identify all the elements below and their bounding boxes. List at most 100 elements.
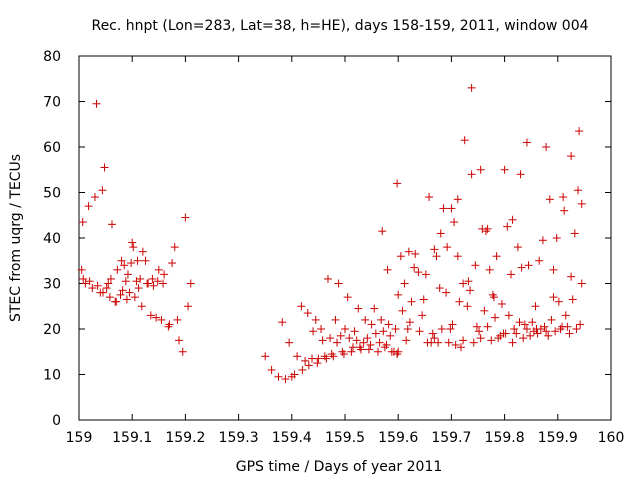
data-point xyxy=(442,288,451,297)
data-point xyxy=(453,195,462,204)
data-point xyxy=(487,336,496,345)
data-point xyxy=(404,247,413,256)
data-point xyxy=(152,313,161,322)
data-point xyxy=(313,359,322,368)
data-point xyxy=(538,236,547,245)
x-tick-label: 159.2 xyxy=(165,430,205,446)
data-point xyxy=(117,256,126,265)
data-point xyxy=(576,320,585,329)
data-point xyxy=(366,340,375,349)
y-tick-label: 70 xyxy=(43,95,61,111)
data-point xyxy=(535,256,544,265)
data-point xyxy=(383,265,392,274)
data-point xyxy=(403,325,412,333)
data-point xyxy=(467,170,476,179)
data-point xyxy=(544,331,553,340)
data-point xyxy=(120,261,129,270)
data-point xyxy=(500,165,509,174)
data-point xyxy=(561,311,570,320)
data-point xyxy=(522,138,531,147)
data-point xyxy=(318,336,327,345)
data-point xyxy=(459,279,468,288)
data-point xyxy=(567,152,576,161)
data-point xyxy=(371,329,380,338)
data-point xyxy=(472,322,481,331)
data-point xyxy=(311,315,320,324)
data-point xyxy=(378,227,387,236)
y-tick-label: 60 xyxy=(43,140,61,156)
data-point xyxy=(141,256,150,265)
data-point xyxy=(77,265,86,274)
data-point xyxy=(575,127,584,136)
data-point xyxy=(267,365,276,374)
data-point xyxy=(464,277,473,286)
data-point xyxy=(350,327,359,336)
data-point xyxy=(547,315,556,324)
data-point xyxy=(425,193,434,202)
data-point xyxy=(274,372,283,381)
data-point xyxy=(577,279,586,288)
data-point xyxy=(450,218,459,227)
data-point xyxy=(398,306,407,315)
data-point xyxy=(281,375,290,384)
data-point xyxy=(421,270,430,279)
data-point xyxy=(370,304,379,313)
data-point xyxy=(354,304,363,313)
data-point xyxy=(483,224,492,233)
data-point xyxy=(359,338,368,347)
data-point xyxy=(329,352,338,361)
data-point xyxy=(489,293,498,302)
data-point xyxy=(456,343,465,352)
data-point xyxy=(430,245,439,254)
x-axis-label: GPS time / Days of year 2011 xyxy=(236,459,443,475)
x-tick-label: 160 xyxy=(598,430,625,446)
data-point xyxy=(436,229,445,238)
data-point xyxy=(405,318,414,327)
data-point xyxy=(78,218,87,227)
data-point xyxy=(178,347,187,356)
data-point xyxy=(411,249,420,258)
data-point xyxy=(565,329,574,338)
data-point xyxy=(443,243,452,252)
data-point xyxy=(568,295,577,304)
data-point xyxy=(333,338,342,347)
data-point xyxy=(469,338,478,347)
data-point xyxy=(459,336,468,345)
data-point xyxy=(138,247,147,256)
data-point xyxy=(100,163,109,172)
data-point xyxy=(510,325,519,333)
data-point xyxy=(428,329,437,338)
data-point xyxy=(415,327,424,336)
data-point xyxy=(134,284,143,293)
data-point xyxy=(483,322,492,331)
data-point xyxy=(343,293,352,302)
data-point xyxy=(526,331,535,340)
data-point xyxy=(508,338,517,347)
data-point xyxy=(322,354,331,363)
data-point xyxy=(298,365,307,374)
data-point xyxy=(467,83,476,92)
data-point xyxy=(363,334,372,343)
data-point xyxy=(123,270,132,279)
data-point xyxy=(379,327,388,336)
data-point xyxy=(367,320,376,329)
y-tick-label: 80 xyxy=(43,49,61,65)
data-point xyxy=(339,350,348,359)
data-point xyxy=(136,274,145,283)
data-point xyxy=(130,293,139,302)
y-tick-label: 0 xyxy=(52,413,61,429)
data-point xyxy=(181,213,190,222)
data-point xyxy=(542,327,551,336)
data-point xyxy=(90,193,99,202)
data-point xyxy=(391,325,400,333)
data-point xyxy=(437,325,446,333)
data-point xyxy=(414,268,423,277)
data-point xyxy=(184,302,193,311)
data-point xyxy=(533,329,542,338)
data-point xyxy=(393,350,402,359)
y-tick-label: 10 xyxy=(43,368,61,384)
data-point xyxy=(106,274,115,283)
data-point xyxy=(542,143,551,151)
data-point xyxy=(532,325,541,333)
